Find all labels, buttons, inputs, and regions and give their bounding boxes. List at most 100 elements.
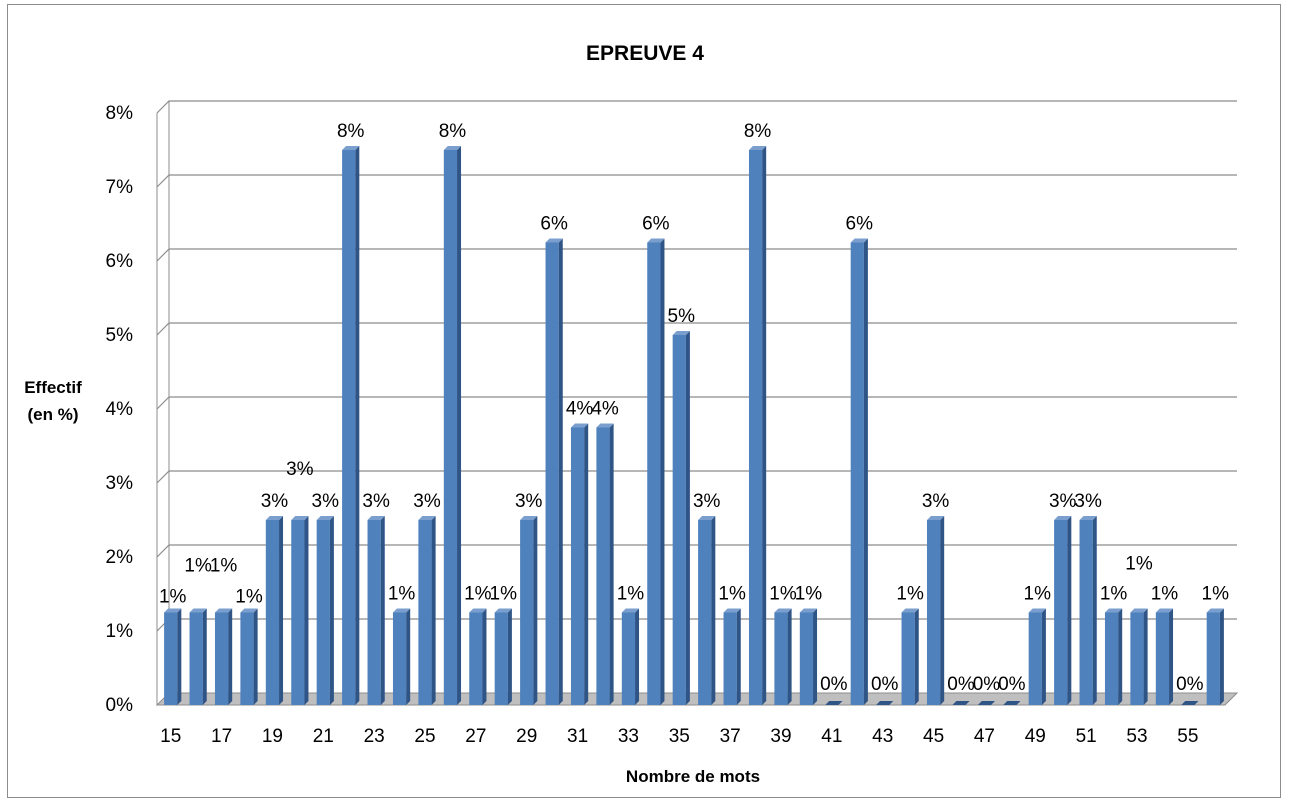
data-label: 1%	[388, 584, 416, 605]
data-label: 1%	[1100, 584, 1128, 605]
bar-top	[647, 238, 665, 243]
data-label: 1%	[210, 556, 238, 577]
data-label: 8%	[337, 121, 365, 142]
y-tick-label: 8%	[106, 103, 134, 124]
bar-flat	[825, 701, 843, 705]
bar-flat	[1181, 701, 1199, 705]
bar-front	[443, 150, 458, 705]
data-label: 3%	[261, 491, 289, 512]
bar-top	[545, 238, 563, 243]
x-tick-label: 43	[872, 726, 893, 747]
x-tick-label: 21	[313, 726, 334, 747]
bar-side	[253, 608, 258, 705]
data-label: 0%	[1176, 674, 1204, 695]
data-label: 3%	[286, 459, 314, 480]
bar	[1054, 516, 1072, 705]
bar-front	[164, 612, 178, 705]
bar-top	[1054, 516, 1072, 520]
bar-side	[660, 238, 665, 705]
bar-flat	[977, 701, 996, 705]
bar-top	[1079, 516, 1097, 520]
bar-side	[329, 516, 334, 705]
data-label: 1%	[235, 587, 263, 608]
bar-front	[291, 520, 305, 705]
bar-front	[316, 520, 330, 705]
bar-front	[570, 427, 585, 705]
x-tick-label: 53	[1126, 726, 1147, 747]
bar-top	[672, 331, 690, 335]
bar	[1155, 608, 1174, 705]
bar-side	[558, 238, 563, 705]
bar	[977, 701, 996, 705]
x-tick-label: 55	[1177, 726, 1198, 747]
y-axis-title-line-1: Effectif	[24, 378, 82, 397]
data-label: 1%	[1151, 584, 1179, 605]
bar-front	[392, 612, 407, 705]
data-label: 4%	[566, 399, 594, 420]
bar-side	[685, 331, 690, 705]
bars	[164, 146, 1224, 705]
bar	[901, 608, 919, 705]
data-label: 0%	[820, 674, 848, 695]
x-tick-label: 37	[720, 726, 741, 747]
bar-side	[1092, 516, 1097, 705]
bar	[621, 608, 640, 705]
x-tick-label: 39	[770, 726, 791, 747]
bar-top	[418, 516, 436, 520]
bar-front	[647, 242, 661, 705]
x-axis-title: Nombre de mots	[626, 767, 760, 786]
data-label: 3%	[922, 491, 950, 512]
bar-front	[596, 427, 610, 705]
bar	[647, 238, 665, 705]
bar-top	[1206, 608, 1224, 613]
gridline	[156, 100, 1237, 114]
bar-front	[774, 612, 788, 705]
bar-top	[850, 238, 868, 243]
bar-top	[291, 516, 309, 520]
bar-side	[1143, 608, 1148, 705]
bar-side	[1219, 608, 1224, 705]
bar	[291, 516, 309, 705]
bar-front	[850, 242, 864, 705]
bar	[214, 608, 233, 705]
bar-front	[545, 242, 559, 705]
x-tick-label: 15	[160, 726, 181, 747]
bar-side	[762, 146, 767, 705]
bar-side	[863, 238, 868, 705]
bar-top	[1104, 608, 1123, 613]
bar	[418, 516, 436, 705]
bar-top	[240, 608, 258, 613]
y-axis-ticks: 0% 1% 2% 3% 4% 5% 6% 7% 8%	[106, 103, 134, 716]
bar-front	[265, 520, 280, 705]
bar-front	[1079, 520, 1093, 705]
data-label: 3%	[515, 491, 543, 512]
data-label: 1%	[769, 584, 797, 605]
gridline	[156, 396, 1237, 410]
gridline	[156, 470, 1237, 484]
data-label: 1%	[896, 584, 924, 605]
bar-front	[494, 612, 508, 705]
bar-top	[214, 608, 233, 613]
bar-front	[1028, 612, 1042, 705]
bar-side	[431, 516, 436, 705]
bar	[392, 608, 411, 705]
gridlines	[155, 100, 1239, 706]
bar-top	[392, 608, 411, 613]
bar-side	[533, 516, 538, 705]
bar-side	[177, 608, 182, 705]
bar	[189, 608, 207, 705]
x-axis-ticks: 15 17 19 21 23 25 27 29 31 33 35 37 39 41 43 45 47 49 51 53…	[160, 726, 1198, 747]
bar-side	[202, 608, 207, 705]
bar-top	[367, 516, 385, 520]
bar-side	[635, 608, 640, 705]
bar-front	[1054, 520, 1068, 705]
bar-top	[926, 516, 945, 520]
bar-side	[914, 608, 919, 705]
x-tick-label: 41	[821, 726, 842, 747]
x-tick-label: 33	[618, 726, 639, 747]
y-tick-label: 0%	[106, 695, 134, 716]
data-label: 5%	[668, 306, 696, 327]
bar-side	[406, 608, 411, 705]
bar	[876, 701, 894, 705]
